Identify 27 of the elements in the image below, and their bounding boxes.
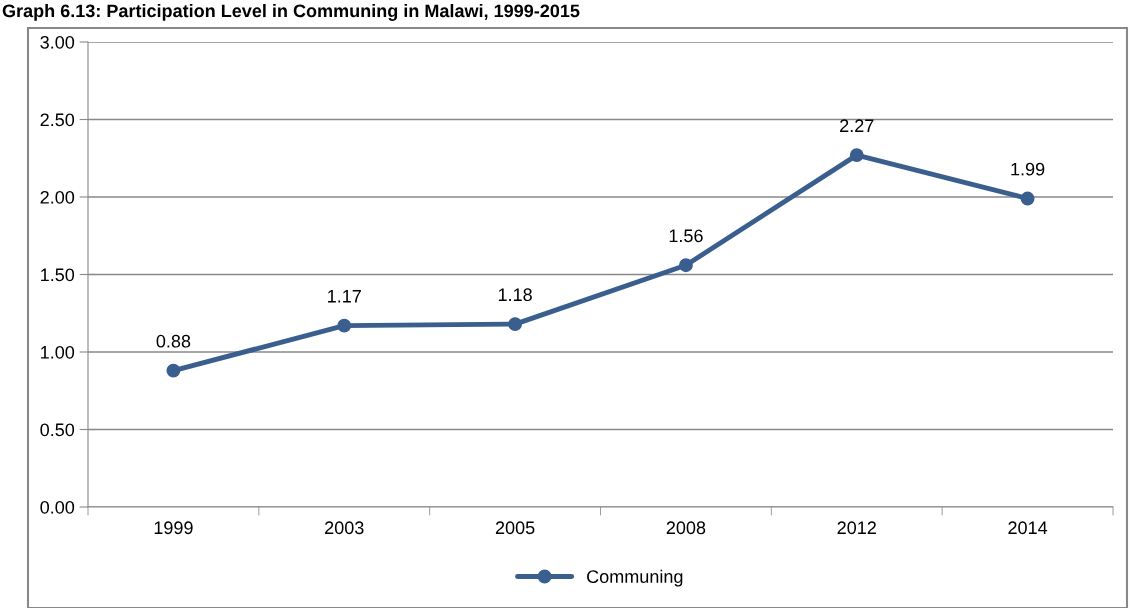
chart-title: Graph 6.13: Participation Level in Communing in Malawi, 1999-2015 (2, 4, 580, 21)
x-tick-label: 1999 (154, 521, 193, 535)
y-tick-label: 1.00 (41, 345, 75, 359)
y-tick-label: 2.50 (40, 113, 75, 127)
point (166, 363, 181, 378)
point (337, 318, 352, 333)
y-tick-label: 1.50 (41, 268, 75, 282)
x-tick-label: 2012 (837, 521, 876, 535)
point (678, 258, 693, 273)
data-label: 0.88 (156, 334, 191, 348)
point (1020, 191, 1035, 206)
data-label: 1.56 (669, 229, 703, 243)
x-tick-label: 2003 (325, 521, 364, 535)
point (849, 148, 864, 163)
data-label: 2.27 (840, 119, 874, 132)
point (508, 317, 523, 332)
y-tick-label: 3.00 (40, 35, 75, 49)
data-label: 1.17 (328, 290, 361, 303)
data-label: 1.18 (498, 288, 532, 302)
y-tick-label: 0.00 (40, 500, 75, 514)
x-tick-label: 2008 (666, 521, 706, 535)
legend-label: Communing (587, 569, 683, 587)
x-tick-label: 2014 (1008, 521, 1048, 535)
data-label: 1.99 (1011, 162, 1045, 176)
y-tick-label: 2.00 (40, 190, 75, 204)
x-tick-label: 2005 (495, 521, 535, 535)
y-tick-label: 0.50 (40, 423, 75, 437)
